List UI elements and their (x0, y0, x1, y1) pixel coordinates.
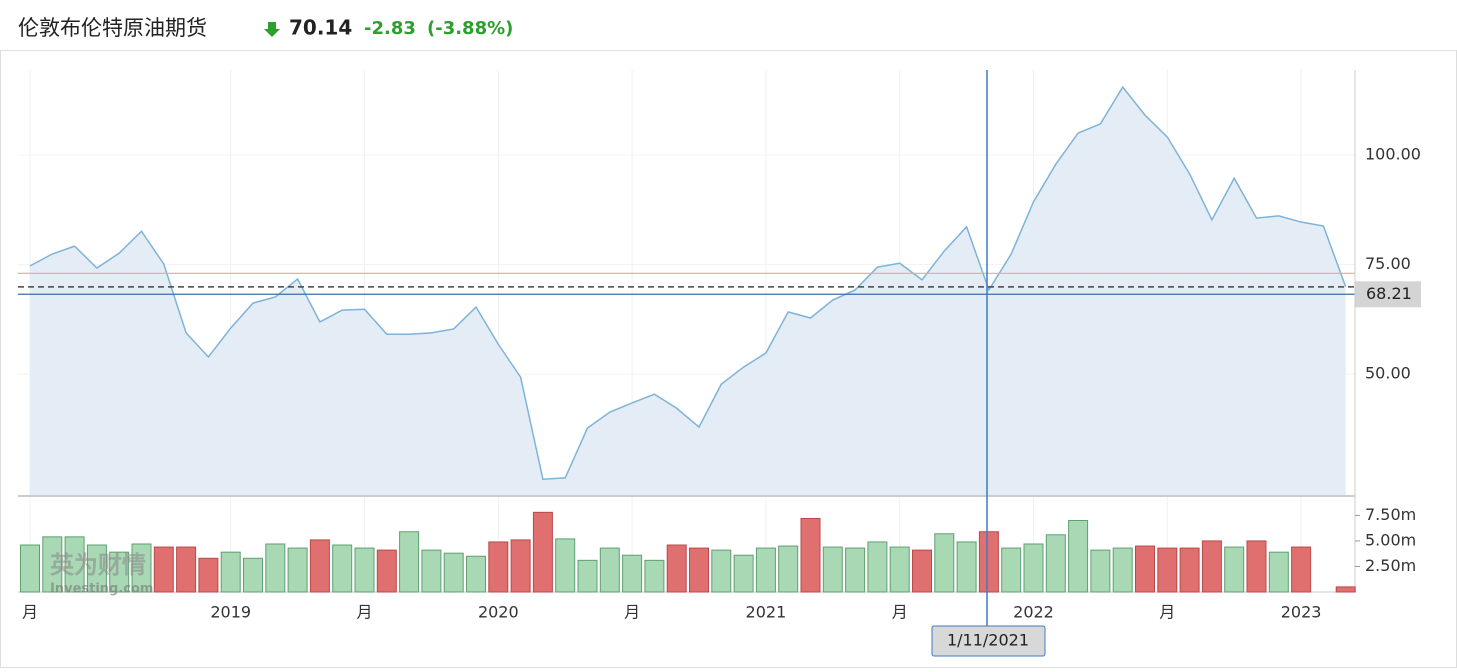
change: -2.83 (364, 18, 416, 39)
volume-bar (599, 547, 620, 593)
price: 70.14 (289, 16, 352, 40)
volume-bar (376, 549, 397, 593)
volume-bar (1268, 551, 1289, 593)
volume-bar (243, 557, 263, 593)
volume-bar (1246, 540, 1267, 593)
volume-bar (488, 541, 509, 593)
volume-bar (309, 539, 330, 593)
volume-bar (1335, 586, 1356, 593)
volume-bar (755, 547, 776, 593)
volume-bar (354, 547, 375, 593)
volume-bar (287, 547, 308, 593)
volume-bar (912, 549, 932, 593)
x-tick-label: 月 (22, 603, 38, 622)
volume-bar (20, 544, 40, 593)
volume-bar (86, 544, 107, 593)
area-fill (30, 87, 1346, 495)
volume-bar (1023, 543, 1044, 593)
volume-bar (889, 546, 910, 593)
volume-bar (956, 541, 977, 593)
volume-bar (332, 544, 353, 593)
x-tick-label: 月 (892, 603, 908, 622)
volume-bar (711, 549, 732, 593)
watermark-cn: 英为财情 (50, 551, 146, 579)
crosshair-box (931, 625, 1046, 657)
value-box (1355, 281, 1421, 308)
x-tick-label: 月 (624, 603, 640, 622)
price-line (29, 85, 1347, 481)
crosshair-label: 1/11/2021 (947, 631, 1029, 650)
volume-bar (1179, 547, 1200, 593)
volume-bar (644, 559, 665, 593)
volume-bar (1224, 546, 1245, 593)
volume-bar (1112, 547, 1133, 593)
volume-bar (64, 536, 85, 593)
volume-bar (1045, 534, 1066, 593)
volume-bar (978, 531, 999, 593)
volume-bar (689, 547, 709, 593)
volume-bar (421, 549, 442, 593)
watermark-en: Investing.com (50, 582, 153, 597)
volume-bar (131, 543, 152, 593)
plot: 月 2019 月 2020 月 2021 月 2022 月 2023 50.00 75.00 100.0… (18, 70, 1421, 622)
volume-bar (109, 551, 130, 593)
volume-bar (733, 554, 754, 593)
y-tick-label: 100.00 (1365, 145, 1421, 164)
volume-bar (265, 543, 286, 593)
volume-bar (153, 546, 174, 593)
volume-bar (1001, 547, 1022, 593)
volume-bar (577, 559, 598, 593)
volume-bar (176, 546, 197, 593)
volume-bar (1135, 545, 1155, 593)
volume-bar (532, 511, 553, 593)
x-tick-label: 月 (356, 603, 372, 622)
x-tick-label: 2020 (478, 603, 519, 622)
volume-bar (198, 557, 219, 593)
volume-bar (666, 544, 687, 593)
volume-bar (466, 555, 486, 593)
down-arrow (264, 22, 280, 37)
x-tick-label: 月 (1159, 603, 1175, 622)
volume-bar (934, 533, 955, 593)
volume-bar (220, 551, 241, 593)
x-tick-label: 2021 (746, 603, 787, 622)
volume-bar (867, 541, 888, 593)
volume-tick-label: 5.00m (1365, 530, 1416, 549)
volume-bar (443, 552, 464, 593)
volume-bar (778, 545, 799, 593)
volume-bar (1068, 519, 1089, 593)
volume-tick-label: 2.50m (1365, 556, 1416, 575)
volume-bar (845, 547, 866, 593)
volume-bar (555, 538, 576, 593)
volume-bar (399, 531, 420, 593)
volume-bar (1157, 547, 1178, 593)
x-tick-label: 2022 (1013, 603, 1054, 622)
x-tick-label: 2019 (210, 603, 251, 622)
x-tick-label: 2023 (1281, 603, 1322, 622)
title: 伦敦布伦特原油期货 (18, 16, 207, 40)
volume-bar (800, 517, 821, 593)
volume-bar (822, 546, 843, 593)
volume-bar (1090, 549, 1111, 593)
change-pct: (-3.88%) (427, 18, 513, 39)
current-value-label: 68.21 (1366, 284, 1412, 303)
volume-bar (42, 536, 63, 593)
volume-bar (622, 554, 643, 593)
volume-bar (1201, 540, 1222, 593)
volume-tick-label: 7.50m (1365, 505, 1416, 524)
volume-bar (510, 539, 531, 593)
volume-bar (1291, 546, 1312, 593)
y-tick-label: 75.00 (1365, 254, 1411, 273)
y-tick-label: 50.00 (1365, 364, 1411, 383)
